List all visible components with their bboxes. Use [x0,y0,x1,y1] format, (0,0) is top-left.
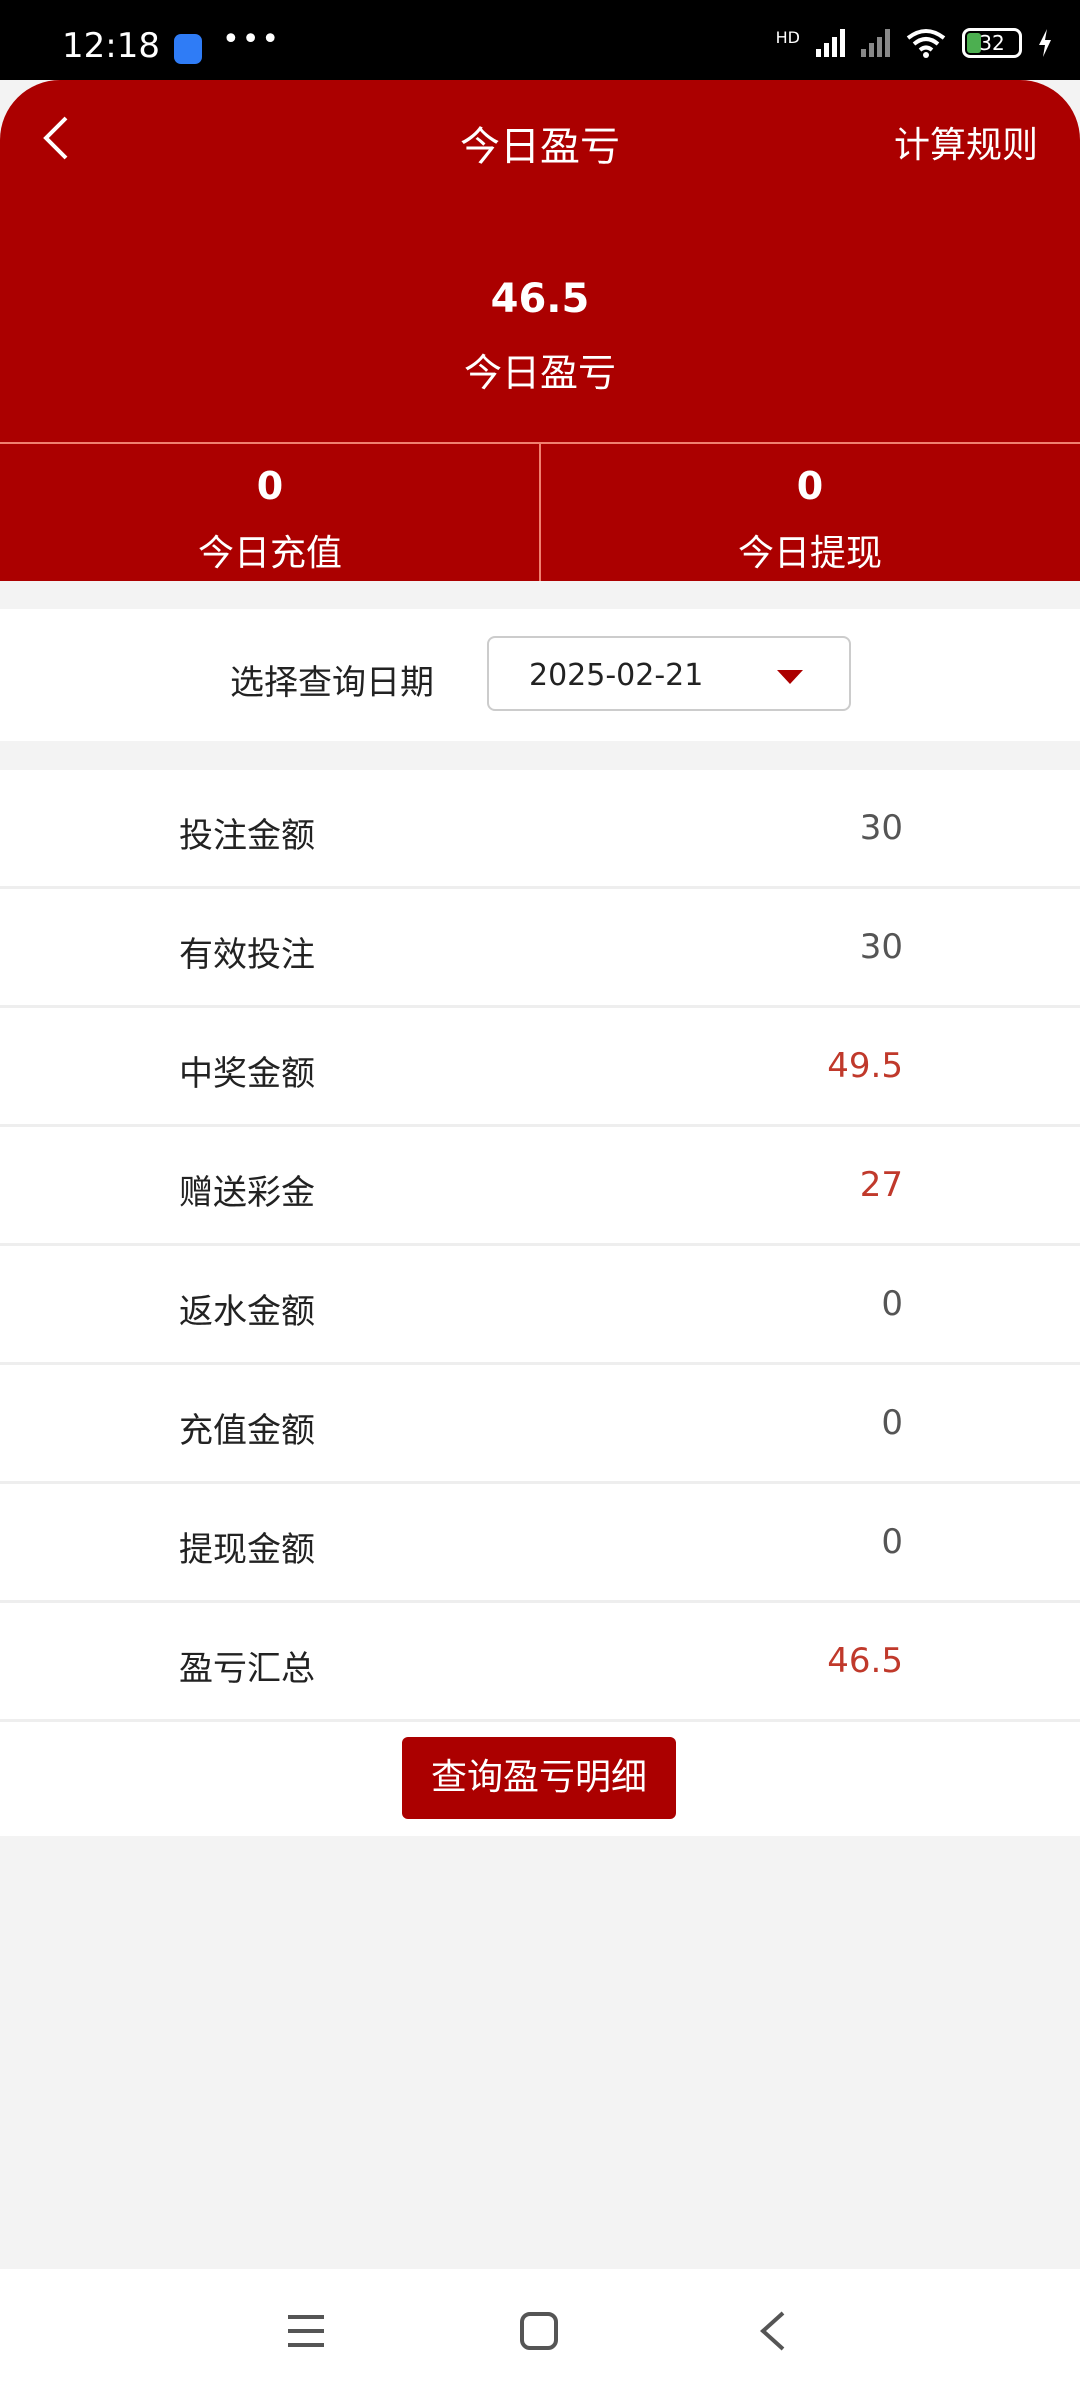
signal-no-service-icon [861,29,890,57]
row-label: 有效投注 [179,935,315,975]
row-value: 0 [881,1284,903,1324]
signal-icon [816,29,845,57]
today-withdraw-stat: 0 今日提现 [540,444,1080,576]
profit-header: 今日盈亏 计算规则 46.5 今日盈亏 0 今日充值 0 今日提现 [0,80,1080,581]
status-time: 12:18 [62,26,160,66]
row-label: 提现金额 [179,1530,315,1570]
battery-icon: 32 [962,28,1022,58]
row-value: 30 [859,927,903,967]
stat-label: 今日充值 [197,533,342,574]
query-profit-detail-button[interactable]: 查询盈亏明细 [402,1737,676,1819]
message-app-icon [174,34,202,64]
row-label: 盈亏汇总 [179,1649,315,1689]
date-filter: 选择查询日期 2025-02-21 [0,609,1080,741]
row-label: 充值金额 [179,1411,315,1451]
row-label: 返水金额 [179,1292,315,1332]
summary-row: 充值金额 0 [0,1365,1080,1484]
row-value: 30 [859,808,903,848]
row-value: 0 [881,1403,903,1443]
row-label: 赠送彩金 [179,1173,315,1213]
row-value: 27 [859,1165,903,1205]
summary-row: 投注金额 30 [0,770,1080,889]
row-label: 中奖金额 [179,1054,315,1094]
row-value: 49.5 [827,1046,903,1086]
row-label: 投注金额 [179,816,315,856]
menu-icon[interactable] [286,2311,326,2351]
back-icon[interactable] [36,114,76,162]
hd-label: HD [775,28,800,47]
back-nav-icon[interactable] [755,2311,791,2351]
summary-row: 赠送彩金 27 [0,1127,1080,1246]
today-profit-value: 46.5 [490,276,590,322]
stat-value: 0 [256,464,284,508]
row-value: 0 [881,1522,903,1562]
summary-row: 有效投注 30 [0,889,1080,1008]
status-bar: 12:18 ••• HD 32 [0,0,1080,80]
date-select-value: 2025-02-21 [529,658,704,693]
date-select[interactable]: 2025-02-21 [487,636,851,711]
wifi-icon [906,29,946,58]
calculation-rules-link[interactable]: 计算规则 [893,125,1038,166]
date-filter-label: 选择查询日期 [230,663,434,703]
today-profit-label: 今日盈亏 [463,351,616,395]
stat-label: 今日提现 [737,533,882,574]
summary-row: 提现金额 0 [0,1484,1080,1603]
summary-row: 返水金额 0 [0,1246,1080,1365]
stat-value: 0 [796,464,824,508]
summary-list: 投注金额 30 有效投注 30 中奖金额 49.5 赠送彩金 27 返水金额 0 充值金额 0 提现金额… [0,770,1080,1836]
row-value: 46.5 [827,1641,903,1681]
more-notifications-icon: ••• [222,22,282,57]
caret-down-icon [777,670,803,684]
system-nav-bar [0,2269,1080,2400]
charging-icon [1039,29,1051,57]
home-icon[interactable] [519,2311,559,2351]
summary-row: 盈亏汇总 46.5 [0,1603,1080,1722]
divider [0,442,1080,444]
summary-row: 中奖金额 49.5 [0,1008,1080,1127]
page-title: 今日盈亏 [460,124,620,170]
divider [539,444,541,581]
today-recharge-stat: 0 今日充值 [0,444,540,576]
